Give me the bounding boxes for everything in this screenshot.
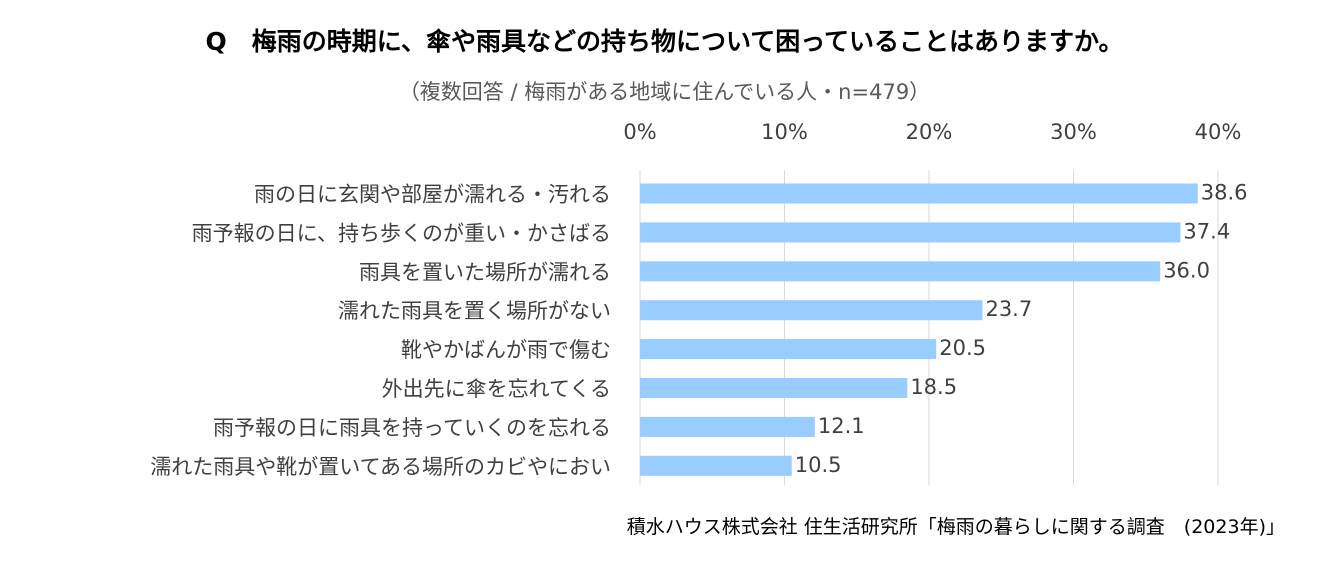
bar (640, 300, 983, 321)
value-label: 18.5 (910, 375, 957, 399)
category-label: 雨予報の日に、持ち歩くのが重い・かさばる (192, 221, 611, 245)
category-label: 雨具を置いた場所が濡れる (359, 260, 611, 284)
value-label: 23.7 (985, 297, 1032, 321)
category-label: 外出先に傘を忘れてくる (382, 377, 611, 401)
value-label: 12.1 (818, 414, 865, 438)
bars (640, 183, 1198, 476)
category-label: 濡れた雨具を置く場所がない (338, 299, 611, 323)
category-label: 靴やかばんが雨で傷む (401, 338, 611, 362)
x-tick-label: 10% (761, 120, 808, 144)
chart-subtitle: （複数回答 / 梅雨がある地域に住んでいる人・n=479） (398, 80, 931, 104)
bar (640, 455, 792, 476)
value-label: 37.4 (1183, 219, 1230, 243)
category-label: 雨の日に玄関や部屋が濡れる・汚れる (254, 183, 611, 207)
x-tick-label: 20% (906, 120, 953, 144)
gridlines (639, 170, 1219, 485)
x-tick-label: 40% (1195, 120, 1242, 144)
bar (640, 261, 1161, 282)
chart-title: Q 梅雨の時期に、傘や雨具などの持ち物について困っていることはありますか。 (205, 27, 1124, 56)
bar (640, 183, 1198, 204)
x-axis-ticks: 0% 10% 20% 30% 40% (623, 120, 1241, 144)
x-tick-label: 0% (623, 120, 656, 144)
bar (640, 416, 815, 437)
category-labels: 雨の日に玄関や部屋が濡れる・汚れる雨予報の日に、持ち歩くのが重い・かさばる雨具を… (150, 183, 611, 479)
category-label: 雨予報の日に雨具を持っていくのを忘れる (213, 416, 611, 440)
bar (640, 378, 908, 398)
value-labels: 38.6 37.4 36.0 23.7 20.5 18.5 12.1 10.5 (795, 181, 1248, 477)
value-label: 20.5 (939, 336, 986, 360)
value-label: 38.6 (1201, 181, 1248, 205)
source-note: 積水ハウス株式会社 住生活研究所「梅雨の暮らしに関する調査 (2023年)」 (626, 516, 1285, 538)
x-tick-label: 30% (1050, 120, 1097, 144)
value-label: 10.5 (795, 453, 842, 477)
bar (640, 339, 937, 360)
bar (640, 222, 1181, 243)
category-label: 濡れた雨具や靴が置いてある場所のカビやにおい (150, 455, 611, 479)
value-label: 36.0 (1163, 258, 1210, 282)
